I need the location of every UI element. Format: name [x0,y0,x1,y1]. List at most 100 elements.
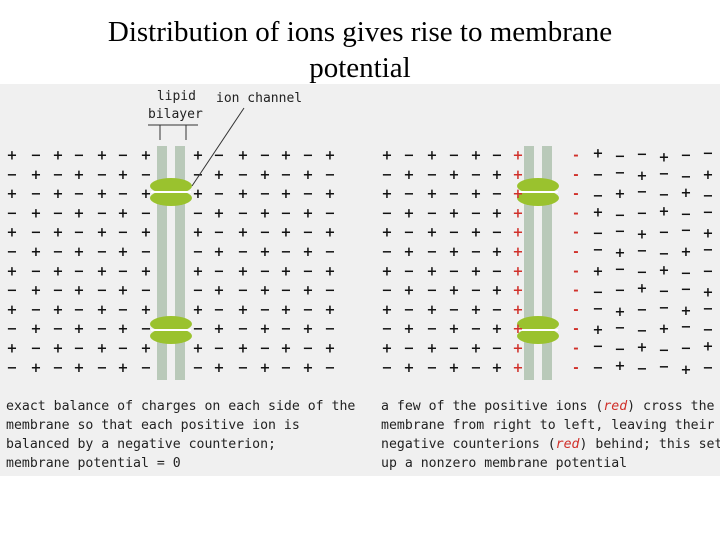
red-minus-ion: - [573,361,578,376]
red-plus-ion: + [513,245,524,260]
right-inside-minus-ion: − [659,360,670,375]
right-outside-minus-ion: − [427,322,438,337]
left-inside-minus-ion: − [193,206,204,221]
right-inside-minus-ion: − [659,247,670,262]
left-membrane-channel-1-pore [151,191,191,193]
right-outside-plus-ion: + [471,226,482,241]
left-outside-plus-ion: + [53,303,64,318]
left-outside-plus-ion: + [118,206,129,221]
left-inside-minus-ion: − [303,149,314,164]
right-inside-minus-ion: − [615,208,626,223]
right-outside-minus-ion: − [404,264,415,279]
left-outside-minus-ion: − [118,342,129,357]
left-inside-minus-ion: − [281,245,292,260]
right-inside-plus-ion: + [659,263,670,278]
title-line-1: Distribution of ions gives rise to membr… [107,16,613,48]
right-outside-plus-ion: + [404,206,415,221]
right-outside-plus-ion: + [404,322,415,337]
left-membrane-channel-2-bottom [150,328,192,344]
right-outside-minus-ion: − [404,187,415,202]
left-inside-plus-ion: + [303,284,314,299]
left-inside-plus-ion: + [214,245,225,260]
left-inside-minus-ion: − [238,322,249,337]
ion-channel-label: ion channel [216,91,303,106]
diagram-panel [0,84,720,476]
right-inside-minus-ion: − [615,166,626,181]
right-inside-minus-ion: − [703,243,714,258]
right-inside-minus-ion: − [681,283,692,298]
red-plus-ion: + [513,322,524,337]
left-inside-plus-ion: + [281,149,292,164]
right-inside-minus-ion: − [637,265,648,280]
left-inside-plus-ion: + [303,168,314,183]
right-outside-minus-ion: − [492,187,503,202]
right-outside-minus-ion: − [449,149,460,164]
left-inside-plus-ion: + [260,168,271,183]
left-inside-plus-ion: + [325,187,336,202]
right-inside-minus-ion: − [615,321,626,336]
left-inside-plus-ion: + [281,303,292,318]
red-plus-ion: + [513,264,524,279]
right-inside-plus-ion: + [703,168,714,183]
left-inside-minus-ion: − [214,149,225,164]
left-inside-plus-ion: + [238,226,249,241]
left-outside-minus-ion: − [31,264,42,279]
right-inside-minus-ion: − [615,225,626,240]
left-inside-plus-ion: + [238,149,249,164]
left-outside-plus-ion: + [74,361,85,376]
right-membrane-channel-1-top [517,178,559,194]
red-minus-ion: - [573,245,578,260]
right-outside-minus-ion: − [471,322,482,337]
left-outside-plus-ion: + [141,226,152,241]
left-outside-minus-ion: − [97,361,108,376]
right-outside-plus-ion: + [449,322,460,337]
left-inside-plus-ion: + [238,187,249,202]
right-inside-plus-ion: + [637,228,648,243]
left-outside-plus-ion: + [141,264,152,279]
right-outside-plus-ion: + [449,361,460,376]
right-inside-plus-ion: + [593,147,604,162]
left-caption-line-4: membrane potential = 0 [6,456,181,471]
right-inside-minus-ion: − [637,185,648,200]
right-outside-plus-ion: + [427,342,438,357]
red-minus-ion: - [573,303,578,318]
left-outside-plus-ion: + [7,149,18,164]
right-membrane-channel-2-top [517,316,559,332]
right-inside-minus-ion: − [681,342,692,357]
left-inside-minus-ion: − [260,264,271,279]
left-inside-minus-ion: − [193,361,204,376]
left-outside-minus-ion: − [31,342,42,357]
right-inside-minus-ion: − [703,264,714,279]
red-plus-ion: + [513,206,524,221]
left-inside-minus-ion: − [303,264,314,279]
left-caption-line-3: balanced by a negative counterion; [6,437,276,452]
left-outside-plus-ion: + [141,303,152,318]
left-outside-plus-ion: + [97,149,108,164]
right-outside-minus-ion: − [449,264,460,279]
slide-title: Distribution of ions gives rise to membr… [0,14,720,86]
left-inside-minus-ion: − [325,206,336,221]
left-outside-plus-ion: + [74,284,85,299]
left-outside-minus-ion: − [7,284,18,299]
left-outside-plus-ion: + [141,149,152,164]
right-outside-plus-ion: + [471,303,482,318]
right-outside-minus-ion: − [492,342,503,357]
left-outside-minus-ion: − [53,206,64,221]
left-outside-plus-ion: + [53,342,64,357]
right-inside-minus-ion: − [593,340,604,355]
left-outside-plus-ion: + [97,264,108,279]
right-outside-minus-ion: − [404,226,415,241]
right-inside-plus-ion: + [703,286,714,301]
right-inside-minus-ion: − [703,147,714,162]
right-inside-minus-ion: − [681,170,692,185]
right-inside-plus-ion: + [681,363,692,378]
left-inside-plus-ion: + [325,264,336,279]
right-inside-minus-ion: − [681,207,692,222]
right-inside-plus-ion: + [593,205,604,220]
left-inside-plus-ion: + [260,284,271,299]
left-outside-plus-ion: + [118,322,129,337]
left-outside-minus-ion: − [7,322,18,337]
right-outside-minus-ion: − [471,361,482,376]
left-outside-plus-ion: + [118,168,129,183]
